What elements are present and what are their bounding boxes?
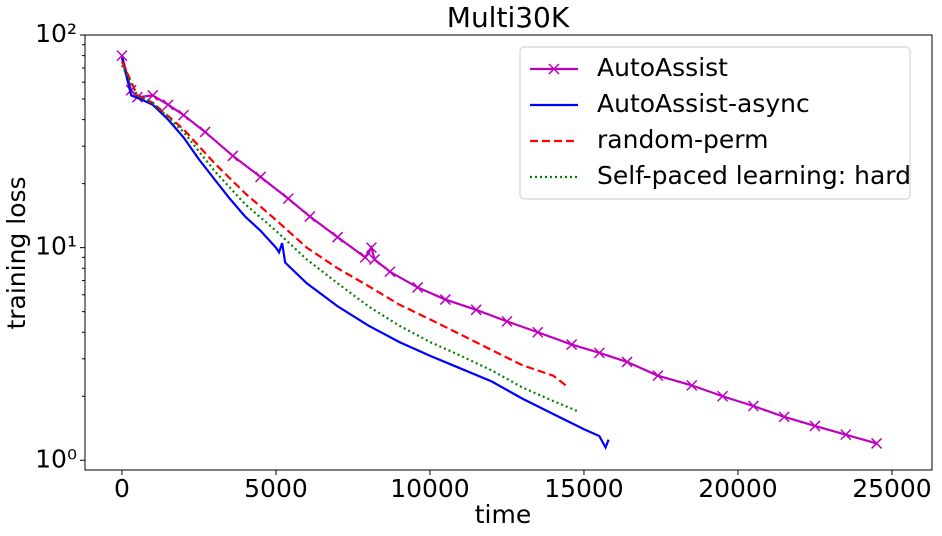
marker <box>384 266 396 278</box>
plot-frame <box>84 34 933 471</box>
series-line <box>120 61 570 389</box>
marker <box>747 400 759 412</box>
marker <box>593 347 605 359</box>
marker <box>227 150 239 162</box>
marker <box>840 429 852 441</box>
marker <box>368 253 381 265</box>
marker <box>501 315 513 327</box>
marker <box>359 251 371 263</box>
marker <box>439 294 451 306</box>
marker <box>621 356 633 368</box>
marker <box>304 211 316 223</box>
y-tick-label: 10⁰ <box>35 444 77 473</box>
marker <box>147 89 159 101</box>
marker <box>332 231 344 243</box>
x-tick-label: 15000 <box>544 474 624 503</box>
series-line <box>120 57 610 450</box>
y-tick-label: 10² <box>35 19 77 48</box>
marker <box>116 50 128 62</box>
marker <box>566 339 578 351</box>
marker <box>532 326 544 338</box>
marker <box>652 370 664 382</box>
x-tick-label: 5000 <box>244 474 308 503</box>
marker <box>809 420 821 432</box>
marker <box>412 281 424 293</box>
x-axis-label: time <box>475 500 531 529</box>
y-axis-label: training loss <box>2 176 31 329</box>
marker <box>686 379 698 391</box>
legend-label: random-perm <box>597 125 768 154</box>
legend-box <box>519 46 911 200</box>
marker <box>717 390 729 402</box>
legend-label: AutoAssist-async <box>597 89 810 118</box>
y-tick-label: 10¹ <box>35 232 77 261</box>
marker <box>178 109 190 121</box>
marker <box>199 126 211 138</box>
marker <box>470 304 482 316</box>
legend-marker <box>548 63 560 75</box>
marker <box>778 411 790 423</box>
marker <box>162 99 174 111</box>
legend-label: Self-paced learning: hard <box>597 161 911 190</box>
marker <box>365 242 377 254</box>
marker <box>871 437 883 449</box>
x-tick-label: 25000 <box>852 474 932 503</box>
x-tick-label: 0 <box>114 474 130 503</box>
marker <box>255 171 267 183</box>
x-tick-label: 20000 <box>698 474 778 503</box>
chart-title: Multi30K <box>447 1 570 34</box>
legend-label: AutoAssist <box>597 53 728 82</box>
x-tick-label: 10000 <box>390 474 470 503</box>
marker <box>282 193 294 205</box>
